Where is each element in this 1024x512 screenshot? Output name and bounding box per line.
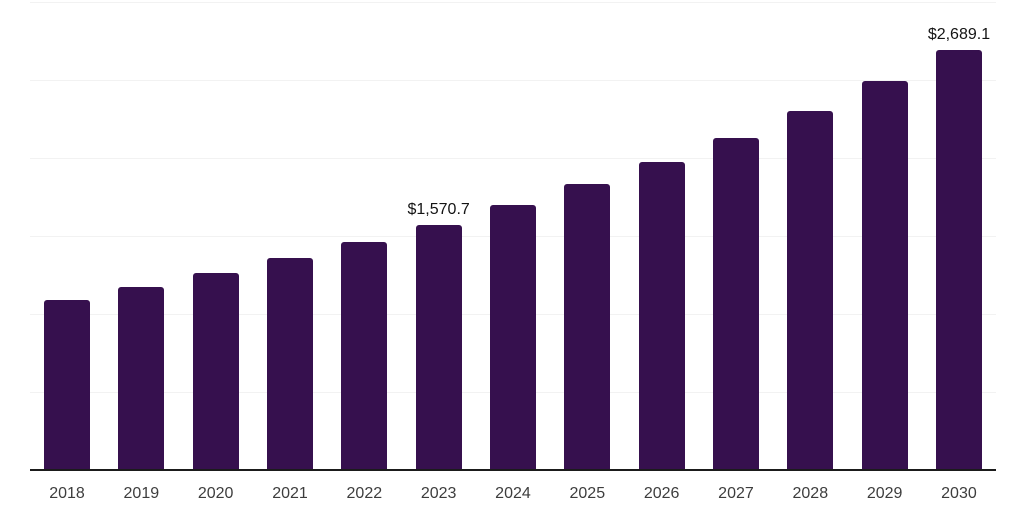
x-tick-2028: 2028 — [792, 485, 829, 502]
bar-2018 — [44, 299, 90, 470]
bar-2021 — [266, 258, 313, 470]
bar-2020 — [192, 272, 239, 470]
x-tick-2020: 2020 — [197, 485, 234, 502]
x-tick-2030: 2030 — [941, 485, 977, 502]
x-tick-2029: 2029 — [866, 485, 903, 502]
bar-2026 — [638, 162, 685, 470]
x-tick-2025: 2025 — [569, 485, 606, 502]
bar-2025 — [564, 184, 611, 470]
bar-2030 — [935, 50, 982, 470]
bar-2027 — [712, 138, 759, 470]
x-tick-2021: 2021 — [272, 485, 308, 502]
bar-2024 — [489, 205, 536, 470]
x-tick-2018: 2018 — [49, 485, 85, 502]
bar-2022 — [341, 242, 388, 470]
x-tick-2023: 2023 — [420, 485, 457, 502]
data-label-2030: $2,689.1 — [927, 26, 991, 44]
x-tick-2024: 2024 — [495, 485, 531, 502]
gridline-3000 — [30, 1, 996, 3]
data-label-2023: $1,570.7 — [407, 200, 470, 218]
gridline-2000 — [30, 157, 996, 159]
bar-2029 — [861, 81, 908, 470]
bar-2023 — [415, 224, 462, 470]
bar-2028 — [787, 111, 834, 470]
x-axis-line — [30, 469, 996, 471]
x-tick-2026: 2026 — [643, 485, 680, 502]
x-tick-2027: 2027 — [718, 485, 754, 502]
x-tick-2019: 2019 — [123, 485, 160, 502]
x-tick-2022: 2022 — [346, 485, 383, 502]
gridline-2500 — [30, 79, 996, 81]
bar-2019 — [118, 287, 165, 470]
